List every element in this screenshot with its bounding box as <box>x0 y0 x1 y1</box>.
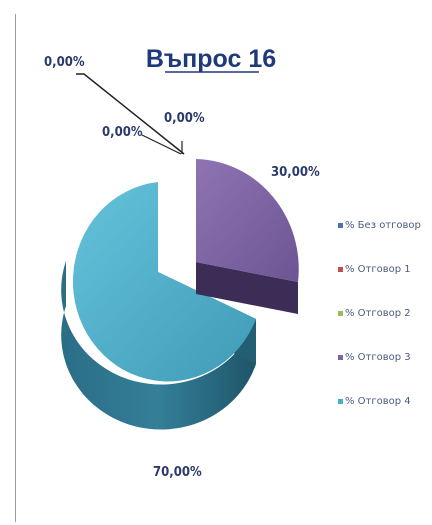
chart-title: Въпрос 16 <box>146 45 276 73</box>
data-label-otgovor-3: 30,00% <box>271 165 320 180</box>
legend-swatch-otgovor-2 <box>338 311 343 316</box>
chart-frame: Въпрос 16 0,00% 0,00% 0,00% 3 <box>15 14 429 522</box>
slice-otgovor-3-inner-wall <box>196 262 298 314</box>
legend-entry-bez-otgovor: % Без отговор <box>345 220 421 231</box>
leader-lines <box>76 73 185 155</box>
leader-line-otgovor-1 <box>141 134 182 155</box>
legend: % Без отговор % Отговор 1 % Отговор 2 % … <box>338 220 421 407</box>
data-labels: 0,00% 0,00% 0,00% 30,00% 70,00% <box>44 55 320 480</box>
slice-otgovor-4-front-wall <box>61 261 256 430</box>
data-label-bez-otgovor: 0,00% <box>44 55 85 70</box>
slice-otgovor-3 <box>196 159 299 282</box>
pie-chart: Въпрос 16 0,00% 0,00% 0,00% 3 <box>44 45 421 480</box>
data-label-otgovor-4: 70,00% <box>153 465 202 480</box>
data-label-otgovor-2: 0,00% <box>164 111 205 126</box>
pie-slices <box>61 159 299 430</box>
legend-entry-otgovor-4: % Отговор 4 <box>345 396 411 407</box>
slice-otgovor-4 <box>72 182 256 382</box>
legend-swatch-otgovor-1 <box>338 267 343 272</box>
data-label-otgovor-1: 0,00% <box>102 125 143 140</box>
leader-line-bez-otgovor <box>76 73 185 155</box>
legend-swatch-otgovor-3 <box>338 355 343 360</box>
legend-swatch-bez-otgovor <box>338 223 343 228</box>
legend-swatch-otgovor-4 <box>338 399 343 404</box>
legend-entry-otgovor-3: % Отговор 3 <box>345 352 411 363</box>
legend-entry-otgovor-1: % Отговор 1 <box>345 264 411 275</box>
legend-entry-otgovor-2: % Отговор 2 <box>345 308 411 319</box>
